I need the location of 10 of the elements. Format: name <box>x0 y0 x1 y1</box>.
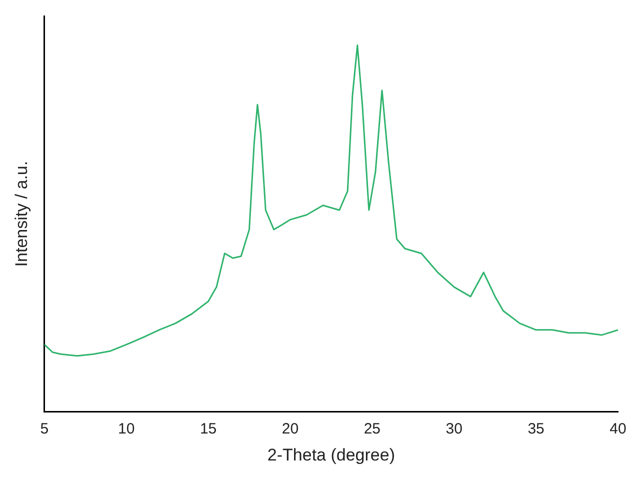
x-tick-label: 15 <box>200 420 217 438</box>
x-tick-label: 10 <box>118 420 135 438</box>
x-tick-label: 35 <box>528 420 544 438</box>
x-tick-label: 5 <box>40 420 49 438</box>
x-axis-title: 2-Theta (degree) <box>267 445 395 464</box>
x-tick-label: 20 <box>282 420 299 438</box>
x-tick-label: 30 <box>446 420 462 438</box>
x-tick-label: 40 <box>610 420 626 438</box>
y-axis-title: Intensity / a.u. <box>12 160 31 267</box>
x-tick-label: 25 <box>364 420 381 438</box>
